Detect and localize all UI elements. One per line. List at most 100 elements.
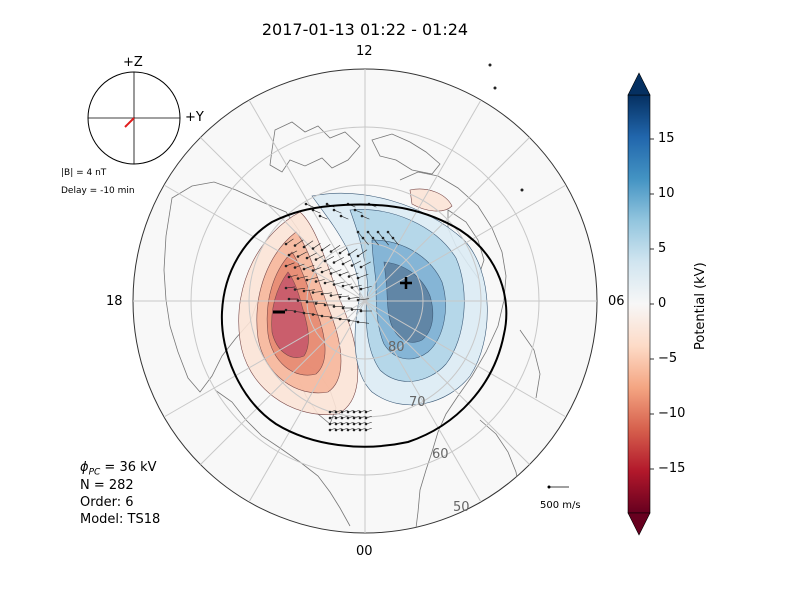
vector-line (359, 427, 366, 431)
reference-vector-label: 500 m/s (540, 500, 581, 511)
vector-line (360, 261, 371, 268)
negative-potential-contours (238, 188, 453, 415)
lat-label-70: 70 (409, 395, 426, 410)
imf-magnitude: |B| = 4 nT (61, 168, 107, 178)
vector-line (341, 409, 348, 413)
vector-line (315, 255, 325, 260)
vector-line (294, 263, 305, 268)
vector-line (340, 215, 349, 220)
vector-line (341, 427, 348, 431)
vector-line (319, 215, 328, 220)
vector-line (294, 288, 305, 290)
reference-vector (547, 485, 569, 489)
model-label: Model: TS18 (80, 512, 161, 527)
vector-line (353, 415, 360, 419)
vector-line (303, 264, 315, 270)
vector-line (342, 259, 352, 265)
vector-line (348, 297, 359, 299)
vector-line (321, 244, 331, 251)
mlt-label-18: 18 (106, 294, 123, 309)
colorbar (627, 72, 654, 536)
vector-line (321, 292, 332, 295)
vector-line (339, 295, 349, 298)
cpcp-label: ϕPC = 36 kV (80, 460, 157, 478)
vector-line (359, 409, 366, 413)
vector-line (365, 421, 372, 425)
lat-label-60: 60 (432, 447, 449, 462)
colorbar-ticks (650, 138, 654, 470)
imf-plus-z-label: +Z (123, 55, 143, 70)
fit-order-label: Order: 6 (80, 495, 134, 510)
colorbar-tick-label: 10 (658, 186, 675, 201)
vector-line (347, 415, 354, 419)
vector-line (353, 427, 360, 431)
vector-line (365, 415, 372, 419)
vector-line (324, 256, 335, 262)
vector-line (335, 415, 342, 419)
vector-line (333, 209, 342, 214)
imf-clock-dial (87, 71, 181, 165)
imf-plus-y-label: +Y (185, 110, 204, 125)
vector-line (333, 281, 345, 285)
n-vectors-label: N = 282 (80, 478, 134, 493)
mlt-label-00: 00 (356, 544, 373, 559)
vector-line (330, 269, 342, 274)
colorbar-tick-label: −15 (658, 461, 686, 476)
colorbar-tick-label: 15 (658, 131, 675, 146)
vector-line (297, 275, 308, 279)
vector-line (315, 279, 325, 282)
plot-title: 2017-01-13 01:22 - 01:24 (261, 20, 469, 39)
vector-line (335, 421, 342, 425)
vector-line (312, 209, 321, 214)
vector-line (339, 247, 348, 254)
vector-line (285, 286, 295, 289)
vector-line (357, 249, 368, 257)
vector-line (312, 314, 322, 316)
imf-vector (124, 117, 135, 128)
vector-line (357, 321, 369, 324)
vector-line (285, 262, 295, 267)
vector-line (335, 409, 342, 413)
vector-line (329, 427, 336, 431)
vector-line (359, 415, 366, 419)
vector-line (303, 289, 315, 292)
mlt-label-06: 06 (608, 294, 625, 309)
vector-line (382, 237, 389, 246)
vector-line (354, 209, 363, 214)
vector-line (348, 272, 359, 277)
velocity-vectors (284, 202, 399, 432)
vector-line (297, 251, 308, 257)
vector-line (357, 298, 369, 301)
vector-line (333, 257, 344, 263)
vector-line (285, 238, 294, 245)
vector-line (341, 415, 348, 419)
vector-line (339, 318, 349, 321)
vector-line (357, 273, 369, 279)
vector-line (330, 245, 341, 252)
colorbar-title: Potential (kV) (693, 262, 708, 350)
vector-line (303, 240, 314, 248)
vector-line (329, 421, 336, 425)
mlt-meridians (133, 69, 597, 533)
vector-line (312, 243, 321, 249)
vector-line (306, 277, 318, 281)
vector-line (330, 293, 342, 296)
vector-line (347, 409, 354, 413)
colorbar-tick-label: 5 (658, 241, 667, 256)
vector-line (353, 421, 360, 425)
vector-line (361, 215, 370, 220)
vector-line (285, 309, 295, 312)
vector-line (321, 268, 332, 273)
vector-line (288, 274, 298, 278)
vector-line (324, 280, 335, 284)
vector-line (353, 409, 360, 413)
positive-potential-contours (311, 193, 488, 406)
outside-vectors (488, 63, 524, 192)
colorbar-tick-label: −5 (658, 351, 678, 366)
vector-line (365, 409, 372, 413)
lat-label-80: 80 (388, 340, 405, 355)
imf-delay: Delay = -10 min (61, 186, 135, 196)
vector-line (351, 284, 362, 288)
